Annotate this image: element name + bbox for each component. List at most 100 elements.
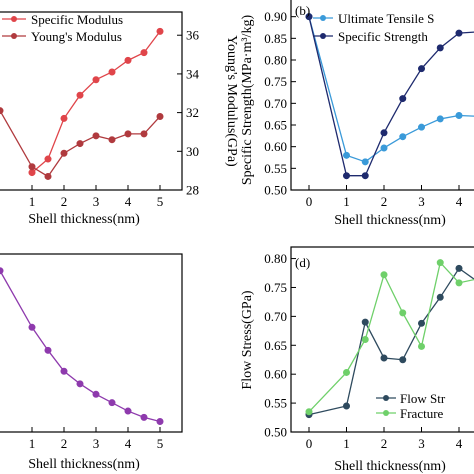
panel-d-y-tick-label: 0.50 xyxy=(264,425,287,440)
panel-c-x-tick-label: 4 xyxy=(125,436,132,451)
panel-d-series-0-point xyxy=(380,354,388,362)
panel-c-series-0-point xyxy=(124,407,132,415)
panel-c-frame xyxy=(0,253,183,433)
panel-a-y2-tick-label: 36 xyxy=(186,28,200,43)
panel-b-y-tick-label: 0.55 xyxy=(264,161,287,176)
panel-b-label: (b) xyxy=(295,3,310,18)
legend-label-youngs-modulus: Young's Modulus xyxy=(31,29,122,44)
panel-b-y-tick-label: 0.70 xyxy=(264,96,287,111)
panel-a-y2-tick-label: 34 xyxy=(186,66,200,81)
legend-label-flow-stress: Flow Str xyxy=(400,391,446,406)
panel-d-y-tick-label: 0.75 xyxy=(264,280,287,295)
panel-a-series-0-point xyxy=(156,27,164,35)
panel-a-series-1-line xyxy=(0,110,161,178)
panel-b-series-1-point xyxy=(417,65,425,73)
panel-d-y-axis-title: Flow Stress(GPa) xyxy=(240,290,255,390)
panel-d-x-axis-title: Shell thickness(nm) xyxy=(334,459,446,474)
panel-d-series-1-point xyxy=(380,271,388,279)
panel-d-legend: Flow Str Fracture xyxy=(376,391,446,421)
panel-b-y-tick-label: 0.50 xyxy=(264,183,287,198)
panel-a-series-1-point xyxy=(76,140,84,148)
panel-d-y-tick-label: 0.60 xyxy=(264,367,287,382)
panel-a-series-0-point xyxy=(28,169,36,177)
panel-d-y-tick-label: 0.55 xyxy=(264,396,287,411)
panel-d-series-0-point xyxy=(417,319,425,327)
panel-b-x-tick-label: 4 xyxy=(456,194,463,209)
panel-d-y-tick-label: 0.70 xyxy=(264,309,287,324)
panel-c-series-0-point xyxy=(140,413,148,421)
panel-c-x-tick-label: 1 xyxy=(29,436,36,451)
panel-d-frame xyxy=(290,246,474,433)
panel-c-series-0-point xyxy=(156,418,164,426)
panel-a-y2-tick-label: 32 xyxy=(186,105,199,120)
panel-c-series-0-point xyxy=(0,267,4,275)
panel-b-x-axis-title: Shell thickness(nm) xyxy=(334,213,446,228)
panel-a-y2-tick-label: 30 xyxy=(186,144,199,159)
panel-b-x-tick-label: 2 xyxy=(381,194,388,209)
panel-a-series-1-point xyxy=(28,163,36,171)
panel-b-y-axis-title: Specific Strength(MPa·m³/kg) xyxy=(240,15,255,186)
panel-c-x-axis-title: Shell thickness(nm) xyxy=(28,457,140,472)
panel-b-legend: Ultimate Tensile S Specific Strength xyxy=(313,11,434,44)
panel-a-x-axis-title: Shell thickness(nm) xyxy=(28,212,140,227)
panel-d-series-1-line xyxy=(308,261,474,413)
panel-b-series-1-point xyxy=(305,13,313,21)
panel-b-y-tick-label: 0.65 xyxy=(264,118,287,133)
panel-c-x-tick-label: 2 xyxy=(61,436,68,451)
panel-b-series-1-point xyxy=(399,95,407,103)
panel-a-series-1-point xyxy=(44,172,52,180)
panel-b: 0 1 2 3 4 0.50 0.55 0.60 0.65 0.70 0.75 0.80 0.85 0.… xyxy=(240,0,474,228)
panel-b-series-0-point xyxy=(380,144,388,152)
panel-a-y2-axis-title: Young's Modulus(GPa) xyxy=(224,35,239,167)
panel-b-series-1-point xyxy=(455,29,463,37)
panel-d-x-tick-label: 4 xyxy=(456,436,463,451)
panel-d-label: (d) xyxy=(295,255,310,270)
panel-b-y-tick-label: 0.90 xyxy=(264,9,287,24)
legend-label-ultimate-tensile: Ultimate Tensile S xyxy=(338,11,434,26)
panel-d-series-0-point xyxy=(455,264,463,272)
panel-d-series-1-point xyxy=(305,408,313,416)
panel-d-x-tick-label: 3 xyxy=(418,436,425,451)
panel-d-x-tick-label: 2 xyxy=(381,436,388,451)
panel-b-series-1-point xyxy=(436,44,444,52)
panel-a-series-0-point xyxy=(44,155,52,163)
panel-d-series-1-point xyxy=(342,368,350,376)
panel-d-y-tick-label: 0.65 xyxy=(264,338,287,353)
panel-d-series-1-point xyxy=(436,259,444,267)
panel-b-series-1-point xyxy=(342,172,350,180)
panel-b-series-0-point xyxy=(436,115,444,123)
panel-c-series-0-point xyxy=(92,390,100,398)
panel-a-series-1-point xyxy=(60,149,68,157)
panel-b-y-tick-label: 0.80 xyxy=(264,53,287,68)
legend-label-specific-modulus: Specific Modulus xyxy=(31,12,123,27)
panel-d-series-1-point xyxy=(455,279,463,287)
panel-a-x-tick-label: 3 xyxy=(93,194,100,209)
panel-d-series-0-point xyxy=(342,402,350,410)
panel-b-series-0-point xyxy=(417,123,425,131)
panel-a-x-tick-label: 2 xyxy=(61,194,68,209)
panel-b-series-0-point xyxy=(399,133,407,141)
panel-a-series-1-point xyxy=(108,136,116,144)
panel-b-y-tick-label: 0.75 xyxy=(264,74,287,89)
legend-label-specific-strength: Specific Strength xyxy=(338,29,428,44)
panel-b-frame xyxy=(290,0,474,191)
panel-a-x-tick-label: 5 xyxy=(157,194,164,209)
panel-a-series-1-point xyxy=(156,112,164,120)
panel-a-x-tick-label: 1 xyxy=(29,194,36,209)
panel-c-series-0-point xyxy=(108,399,116,407)
panel-b-y-tick-label: 0.60 xyxy=(264,139,287,154)
panel-d-x-tick-label: 0 xyxy=(306,436,313,451)
panel-a-frame xyxy=(0,11,183,191)
panel-c-x-tick-label: 5 xyxy=(157,436,164,451)
panel-c: 1 2 3 4 5 Shell thickness(nm) xyxy=(0,253,183,472)
panel-a-series-0-point xyxy=(124,56,132,64)
panel-a-series-0-point xyxy=(140,49,148,57)
panel-d: 0 1 2 3 4 0.50 0.55 0.60 0.65 0.70 0.75 0.80 (d) F… xyxy=(240,246,474,474)
panel-b-x-tick-label: 0 xyxy=(306,194,313,209)
panel-a-x-tick-label: 4 xyxy=(125,194,132,209)
panel-b-x-tick-label: 1 xyxy=(343,194,350,209)
panel-b-y-tick-label: 0.85 xyxy=(264,31,287,46)
panel-d-series-0-point xyxy=(436,293,444,301)
panel-a-series-0-point xyxy=(92,76,100,84)
